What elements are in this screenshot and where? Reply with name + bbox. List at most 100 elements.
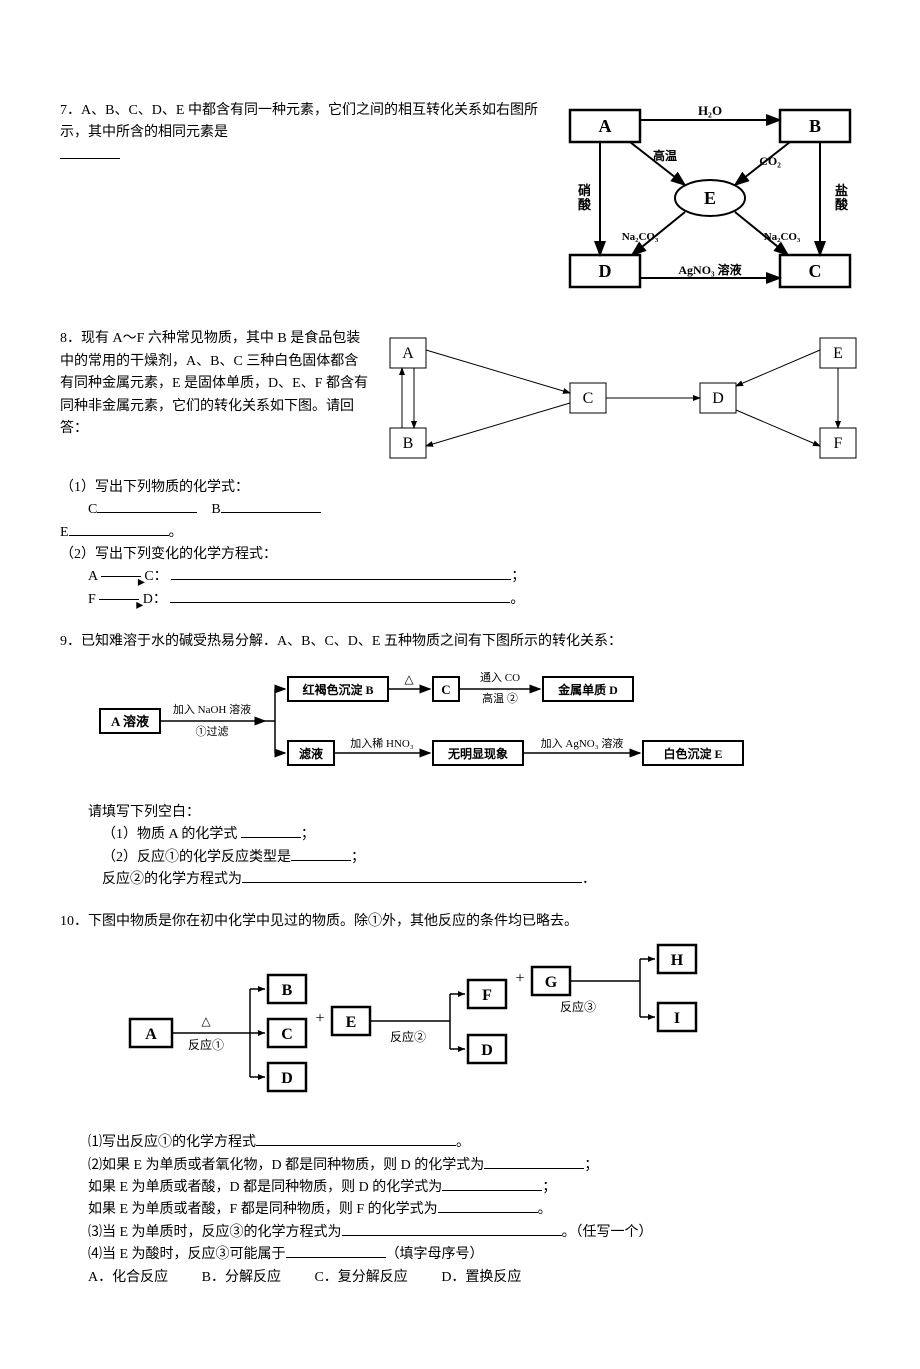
q8-diagram: A B C D E F	[380, 328, 860, 476]
q10-choice-c[interactable]: C．复分解反应	[314, 1270, 407, 1285]
svg-text:B: B	[403, 435, 414, 452]
q10-p1: ⑴写出反应①的化学方程式。	[88, 1132, 860, 1154]
q9-blank-eq[interactable]	[242, 869, 582, 883]
svg-text:E: E	[346, 1014, 357, 1031]
svg-text:C: C	[809, 261, 822, 281]
svg-text:A: A	[402, 345, 414, 362]
q9-p1: （1）物质 A 的化学式 ；	[102, 824, 860, 846]
q10-blank-3[interactable]	[342, 1235, 562, 1236]
svg-text:H₂O: H₂O	[698, 103, 722, 118]
q8-part2-fd: F ▸ D： 。	[88, 589, 860, 611]
q9-diagram: A 溶液 加入 NaOH 溶液 ①过滤 红褐色沉淀 B △ C 通入 CO 高温…	[100, 669, 860, 787]
question-8: A B C D E F 8．现有 A～F 六种常见物质，其中 B 是食品包装中的…	[60, 328, 860, 611]
q10-choices: A．化合反应 B．分解反应 C．复分解反应 D．置换反应	[88, 1267, 860, 1289]
svg-text:通入 CO: 通入 CO	[480, 671, 520, 684]
q8-blank-ac[interactable]	[171, 566, 511, 580]
q9-blank-a[interactable]	[241, 824, 301, 838]
q10-choice-b[interactable]: B．分解反应	[202, 1270, 281, 1285]
question-9: 9．已知难溶于水的碱受热易分解．A、B、C、D、E 五种物质之间有下图所示的转化…	[60, 631, 860, 891]
q8-blank-c[interactable]	[97, 499, 197, 513]
svg-text:红褐色沉淀 B: 红褐色沉淀 B	[302, 682, 373, 697]
svg-text:AgNO₃ 溶液: AgNO₃ 溶液	[678, 262, 741, 277]
svg-text:F: F	[834, 435, 843, 452]
question-10: 10．下图中物质是你在初中化学中见过的物质。除①外，其他反应的条件均已略去。 A…	[60, 911, 860, 1289]
question-7: A B D C E H₂O 硝酸 盐酸 高温 CO₂ Na₂CO₃	[60, 100, 860, 308]
svg-text:C: C	[583, 390, 594, 407]
svg-text:反应②: 反应②	[390, 1029, 426, 1044]
svg-text:D: D	[481, 1042, 493, 1059]
q8-number: 8．	[60, 331, 81, 346]
q10-p3: ⑶当 E 为单质时，反应③的化学方程式为。（任写一个）	[88, 1222, 860, 1244]
q7-diagram: A B D C E H₂O 硝酸 盐酸 高温 CO₂ Na₂CO₃	[560, 100, 860, 308]
svg-text:D: D	[599, 261, 612, 281]
q7-number: 7．	[60, 103, 81, 118]
svg-text:加入 NaOH 溶液: 加入 NaOH 溶液	[173, 702, 251, 716]
svg-text:B: B	[282, 982, 293, 999]
q9-fill-label: 请填写下列空白：	[88, 802, 860, 824]
svg-text:反应③: 反应③	[560, 999, 596, 1014]
svg-text:G: G	[545, 974, 558, 991]
q10-choice-a[interactable]: A．化合反应	[88, 1270, 168, 1285]
q8-blank-fd[interactable]	[170, 589, 510, 603]
svg-text:无明显现象: 无明显现象	[447, 746, 508, 761]
svg-text:①过滤: ①过滤	[196, 725, 229, 738]
svg-text:△: △	[201, 1014, 211, 1028]
svg-text:F: F	[482, 987, 492, 1004]
svg-text:滤液: 滤液	[299, 746, 323, 761]
q9-blank-type[interactable]	[291, 847, 351, 861]
svg-text:Na₂CO₃: Na₂CO₃	[622, 231, 659, 243]
q8-part1-e: E。	[60, 522, 860, 544]
q10-number: 10．	[60, 914, 88, 929]
svg-text:H: H	[671, 952, 684, 969]
q10-p2b: 如果 E 为单质或者酸，D 都是同种物质，则 D 的化学式为；	[88, 1177, 860, 1199]
q10-intro: 下图中物质是你在初中化学中见过的物质。除①外，其他反应的条件均已略去。	[88, 914, 578, 929]
svg-text:Na₂CO₃: Na₂CO₃	[764, 231, 801, 243]
q10-blank-1[interactable]	[256, 1145, 456, 1146]
svg-text:+: +	[515, 970, 524, 987]
q8-intro: 现有 A～F 六种常见物质，其中 B 是食品包装中的常用的干燥剂，A、B、C 三…	[60, 331, 368, 436]
q8-part1: （1）写出下列物质的化学式：	[60, 477, 860, 499]
svg-text:加入 AgNO₃ 溶液: 加入 AgNO₃ 溶液	[541, 736, 624, 750]
q10-blank-2a[interactable]	[484, 1155, 584, 1169]
q10-blank-2c[interactable]	[438, 1199, 538, 1213]
q9-p2b: 反应②的化学方程式为．	[102, 869, 860, 891]
svg-text:A 溶液: A 溶液	[111, 714, 149, 729]
q7-blank[interactable]	[60, 145, 120, 159]
svg-text:+: +	[315, 1010, 324, 1027]
svg-text:高温: 高温	[653, 148, 677, 163]
svg-text:C: C	[281, 1026, 293, 1043]
svg-text:D: D	[281, 1070, 293, 1087]
q9-number: 9．	[60, 634, 81, 649]
svg-text:C: C	[441, 682, 450, 697]
svg-text:白色沉淀 E: 白色沉淀 E	[663, 746, 722, 761]
q9-p2: （2）反应①的化学反应类型是；	[102, 847, 860, 869]
svg-text:A: A	[599, 116, 612, 136]
svg-text:反应①: 反应①	[188, 1037, 224, 1052]
q10-blank-2b[interactable]	[442, 1177, 542, 1191]
q8-part2: （2）写出下列变化的化学方程式：	[60, 544, 860, 566]
q10-p2: ⑵如果 E 为单质或者氧化物，D 都是同种物质，则 D 的化学式为；	[88, 1155, 860, 1177]
svg-text:E: E	[704, 188, 716, 208]
svg-text:高温 ②: 高温 ②	[482, 691, 518, 705]
svg-text:B: B	[809, 116, 821, 136]
q7-prompt: A、B、C、D、E 中都含有同一种元素，它们之间的相互转化关系如右图所示，其中所…	[60, 103, 538, 140]
q9-intro: 已知难溶于水的碱受热易分解．A、B、C、D、E 五种物质之间有下图所示的转化关系…	[81, 634, 622, 649]
svg-text:D: D	[712, 390, 724, 407]
svg-text:CO₂: CO₂	[759, 154, 781, 168]
q10-blank-4[interactable]	[286, 1244, 386, 1258]
svg-text:A: A	[145, 1026, 157, 1043]
q10-p4: ⑷当 E 为酸时，反应③可能属于（填字母序号）	[88, 1244, 860, 1266]
q10-choice-d[interactable]: D．置换反应	[441, 1270, 521, 1285]
q8-part2-ac: A ▸ C： ；	[88, 566, 860, 588]
q8-blank-e[interactable]	[69, 522, 169, 536]
q8-blank-b[interactable]	[221, 499, 321, 513]
svg-text:E: E	[833, 345, 843, 362]
svg-text:硝酸: 硝酸	[578, 183, 592, 212]
q8-part1-blanks: C B	[88, 499, 860, 521]
svg-text:△: △	[404, 672, 414, 686]
svg-text:I: I	[674, 1010, 680, 1027]
q10-diagram: A △ 反应① B C D + E 反应②	[120, 949, 860, 1117]
q10-p2c: 如果 E 为单质或者酸，F 都是同种物质，则 F 的化学式为。	[88, 1199, 860, 1221]
svg-text:金属单质 D: 金属单质 D	[557, 682, 618, 697]
svg-text:盐酸: 盐酸	[835, 183, 849, 212]
